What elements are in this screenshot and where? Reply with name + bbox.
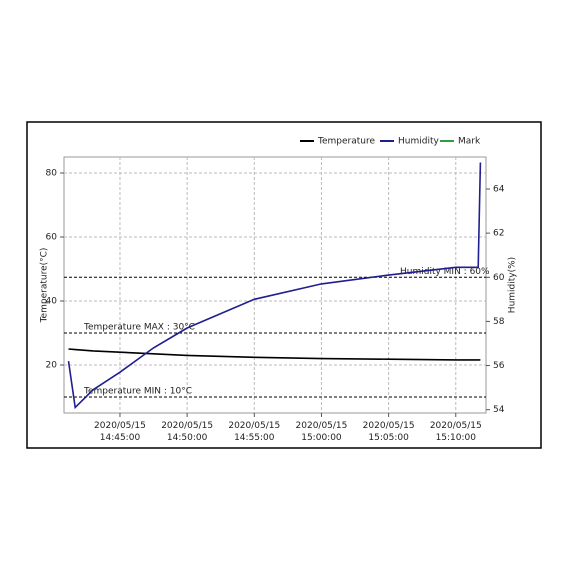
y2-axis-label: Humidity(%) — [508, 257, 518, 313]
reference-label: Temperature MAX : 30°C — [83, 323, 195, 333]
y2-tick-label: 64 — [493, 185, 505, 195]
reference-label: Temperature MIN : 10°C — [83, 387, 192, 397]
y-tick-label: 80 — [46, 169, 58, 179]
y2-tick-label: 58 — [493, 317, 505, 327]
legend-label: Temperature — [317, 137, 375, 147]
x-tick-label: 2020/05/15 15:10:00 — [430, 421, 482, 443]
x-tick-label: 2020/05/15 14:45:00 — [94, 421, 146, 443]
x-tick-label: 2020/05/15 14:55:00 — [228, 421, 280, 443]
frame — [26, 121, 542, 449]
x-tick-label: 2020/05/15 15:00:00 — [296, 421, 348, 443]
legend-label: Mark — [458, 137, 481, 147]
legend-label: Humidity — [398, 137, 439, 147]
y-tick-label: 60 — [46, 233, 58, 243]
series-line — [67, 162, 482, 410]
y2-tick-label: 60 — [493, 273, 505, 283]
y2-tick-label: 62 — [493, 229, 504, 239]
x-tick-label: 2020/05/15 14:50:00 — [161, 421, 213, 443]
y2-tick-label: 54 — [493, 405, 505, 415]
y-axis-label: Temperature(°C) — [40, 248, 50, 324]
series-line — [68, 348, 481, 361]
plot-area — [63, 156, 487, 414]
x-tick-label: 2020/05/15 15:05:00 — [363, 421, 415, 443]
y-tick-label: 20 — [46, 361, 58, 371]
y2-tick-label: 56 — [493, 361, 505, 371]
reference-label: Humidity MIN : 60% — [400, 267, 490, 277]
y-tick-label: 40 — [46, 297, 58, 307]
